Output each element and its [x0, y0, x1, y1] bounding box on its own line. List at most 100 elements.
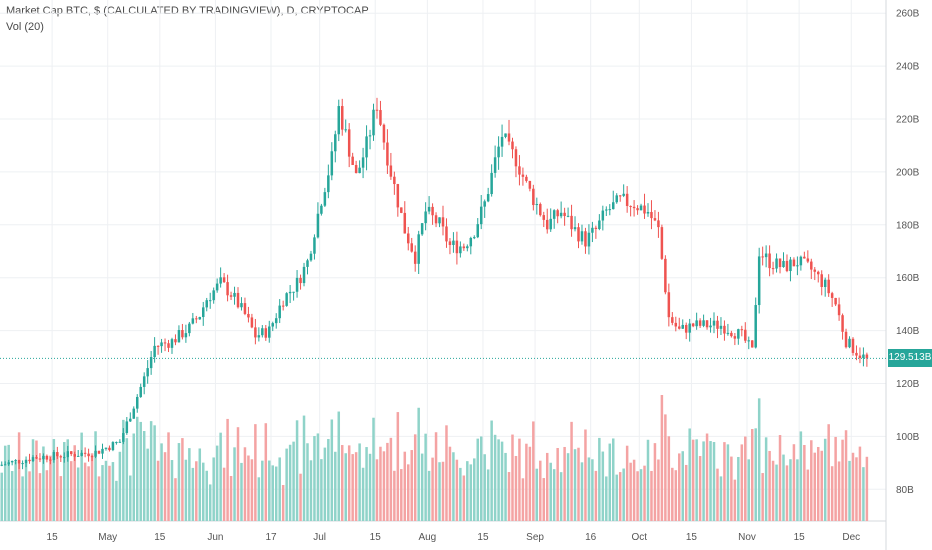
- candle-body: [851, 338, 855, 353]
- candle-body: [215, 283, 219, 291]
- volume-bar: [545, 452, 549, 521]
- candle-body: [778, 258, 782, 268]
- volume-bar: [653, 443, 657, 521]
- volume-bar: [507, 472, 511, 521]
- candle-body: [184, 333, 188, 338]
- candle-body: [340, 106, 344, 130]
- candle-body: [285, 293, 288, 306]
- candle-body: [268, 326, 271, 338]
- volume-bar: [35, 440, 38, 521]
- candle-body: [410, 243, 413, 252]
- volume-bar: [466, 461, 469, 521]
- volume-bar: [163, 452, 167, 521]
- candle-body: [528, 180, 532, 189]
- candle-body: [622, 193, 625, 196]
- candle-body: [712, 320, 716, 326]
- volume-bar: [528, 446, 532, 521]
- candle-body: [146, 368, 149, 377]
- x-tick-label: Sep: [526, 532, 544, 543]
- volume-bar: [591, 459, 594, 521]
- volume-bar: [771, 460, 775, 521]
- candle-body: [452, 240, 455, 245]
- candle-body: [0, 464, 3, 466]
- candle-body: [233, 292, 236, 297]
- volume-bar: [271, 465, 274, 521]
- candle-body: [108, 447, 111, 451]
- volume-bar: [486, 469, 490, 521]
- candle-body: [87, 453, 90, 457]
- candle-body: [10, 460, 14, 463]
- volume-bar: [24, 462, 28, 521]
- candle-body: [570, 215, 573, 230]
- x-tick-label: 15: [477, 532, 489, 543]
- candle-body: [281, 305, 285, 307]
- volume-bar: [407, 464, 410, 521]
- candle-body: [334, 134, 337, 152]
- candle-body: [302, 266, 306, 284]
- volume-bar: [188, 448, 191, 521]
- candle-body: [535, 204, 539, 206]
- volume-bar: [281, 485, 285, 521]
- volume-bar: [601, 451, 605, 521]
- volume-bar: [493, 434, 497, 521]
- volume-bar: [313, 436, 316, 521]
- candle-body: [782, 260, 785, 268]
- candle-body: [28, 459, 31, 462]
- volume-bar: [740, 444, 744, 521]
- candle-body: [386, 142, 389, 166]
- candle-body: [608, 209, 612, 211]
- candle-body: [657, 220, 660, 228]
- candle-body: [629, 205, 632, 207]
- volume-bar: [823, 438, 827, 521]
- volume-bar: [358, 443, 361, 521]
- candle-body: [532, 188, 535, 206]
- candle-body: [160, 342, 163, 347]
- volume-bar: [500, 441, 504, 521]
- candle-body: [427, 206, 431, 212]
- candle-body: [351, 156, 354, 166]
- candle-body: [698, 320, 702, 326]
- volume-bar: [799, 431, 803, 521]
- candle-body: [389, 165, 393, 177]
- candle-body: [476, 224, 479, 238]
- candle-body: [730, 332, 733, 337]
- volume-bar: [608, 443, 612, 521]
- volume-bar: [792, 444, 796, 521]
- volume-bar: [664, 414, 667, 521]
- volume-bar: [441, 461, 445, 521]
- volume-bar: [785, 465, 789, 521]
- volume-bar: [149, 421, 153, 521]
- volume-bar: [532, 421, 535, 521]
- candle-body: [761, 256, 764, 258]
- candle-body: [639, 205, 643, 211]
- candle-body: [382, 124, 386, 143]
- volume-bar: [323, 447, 327, 521]
- candle-body: [625, 193, 629, 206]
- candle-body: [796, 265, 799, 267]
- candle-body: [504, 133, 507, 137]
- candle-body: [354, 165, 358, 174]
- candle-body: [830, 293, 834, 298]
- volume-bar: [142, 431, 146, 521]
- volume-bar: [459, 467, 462, 521]
- candle-body: [806, 258, 810, 262]
- candle-body: [181, 330, 184, 338]
- volume-bar: [97, 476, 101, 521]
- candle-body: [552, 210, 556, 219]
- volume-bar: [830, 466, 834, 521]
- candle-body: [695, 320, 698, 327]
- candle-body: [153, 345, 156, 358]
- volume-bar: [295, 420, 299, 521]
- candle-body: [90, 456, 94, 458]
- candle-body: [347, 129, 351, 157]
- candle-body: [823, 279, 827, 287]
- volume-bar: [702, 441, 705, 521]
- volume-bar: [135, 416, 139, 521]
- volume-bar: [368, 453, 372, 521]
- candle-body: [664, 258, 667, 293]
- candle-body: [139, 386, 142, 397]
- candle-body: [21, 463, 24, 465]
- volume-bar: [3, 445, 7, 521]
- candle-body: [716, 320, 719, 329]
